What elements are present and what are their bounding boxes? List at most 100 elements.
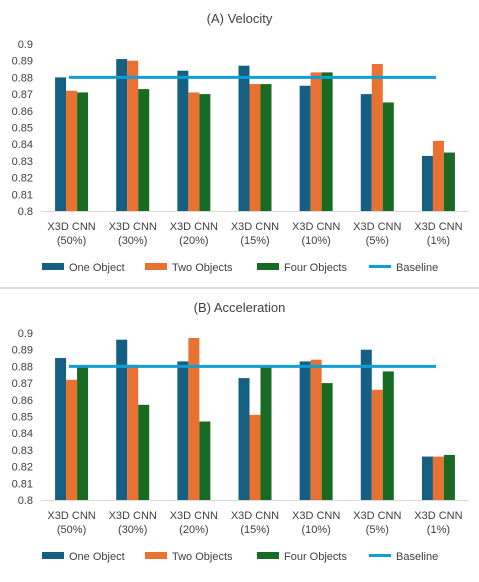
velocity-chart: (A) Velocity 0.8 0.81 0.82 0.83 0.84 0.85 0.86 0… [12,11,469,274]
bar-four-objects [138,89,150,211]
legend-label: Two Objects [172,262,233,274]
bar-one-object [177,361,189,500]
bar-one-object [55,358,67,500]
bar-four-objects [138,404,150,500]
x-category-label: X3D CNN [47,221,95,233]
bar-two-objects [249,414,261,500]
bar-four-objects [77,366,89,500]
bar-two-objects [371,64,383,211]
y-tick-label: 0.9 [18,39,33,51]
legend-label: One Object [69,551,125,563]
y-tick-label: 0.86 [12,106,33,118]
x-category-label: X3D CNN [231,510,279,522]
panel-divider [0,287,479,289]
y-tick-label: 0.81 [12,189,33,201]
x-category-label: (50%) [57,235,86,247]
y-tick-label: 0.87 [12,378,33,390]
legend-label: Two Objects [172,551,233,563]
bar-four-objects [382,102,394,211]
bar-two-objects [188,92,200,211]
y-tick-label: 0.87 [12,89,33,101]
y-tick-label: 0.81 [12,478,33,490]
y-tick-label: 0.83 [12,445,33,457]
bar-four-objects [260,84,272,211]
y-tick-label: 0.8 [18,206,33,218]
x-category-label: (15%) [240,524,269,536]
y-tick-label: 0.82 [12,173,33,185]
bar-one-object [55,77,67,212]
x-category-label: (30%) [118,524,147,536]
x-category-label: X3D CNN [292,510,340,522]
chart-title: (A) Velocity [207,11,273,26]
y-tick-label: 0.86 [12,395,33,407]
bar-two-objects [371,389,383,500]
x-category-label: X3D CNN [414,221,462,233]
bar-one-object [421,456,433,500]
x-category-label: (5%) [366,235,389,247]
bar-two-objects [66,90,78,211]
bar-one-object [299,361,311,500]
y-tick-label: 0.89 [12,56,33,68]
bar-one-object [116,59,128,211]
bar-four-objects [77,92,89,211]
bar-two-objects [432,140,444,211]
legend-swatch-four-objects [257,263,279,270]
acceleration-chart-panel: (B) Acceleration 0.8 0.81 0.82 0.83 0.84 0.85 0… [0,289,479,577]
x-category-label: X3D CNN [414,510,462,522]
bar-four-objects [260,366,272,500]
legend-label: Four Objects [284,551,347,563]
acceleration-chart: (B) Acceleration 0.8 0.81 0.82 0.83 0.84 0.85 0… [12,300,469,563]
y-tick-label: 0.84 [12,139,33,151]
bar-one-object [177,70,189,211]
bar-four-objects [199,421,211,500]
x-category-label: (20%) [179,524,208,536]
bar-four-objects [321,383,333,500]
y-tick-label: 0.88 [12,72,33,84]
bar-two-objects [127,364,139,500]
velocity-chart-panel: (A) Velocity 0.8 0.81 0.82 0.83 0.84 0.85 0.86 0… [0,0,479,288]
x-category-label: X3D CNN [353,221,401,233]
y-tick-label: 0.9 [18,328,33,340]
x-category-label: X3D CNN [292,221,340,233]
y-tick-label: 0.89 [12,345,33,357]
legend-swatch-four-objects [257,552,279,559]
x-category-label: (1%) [427,235,450,247]
x-category-label: (15%) [240,235,269,247]
y-tick-label: 0.88 [12,361,33,373]
legend-label: Baseline [396,551,438,563]
bar-one-object [360,349,372,500]
x-category-label: (10%) [301,235,330,247]
x-category-label: (1%) [427,524,450,536]
bar-four-objects [443,454,455,500]
y-tick-label: 0.83 [12,156,33,168]
bar-one-object [299,85,311,211]
bar-one-object [238,65,250,212]
legend-swatch-one-object [42,552,64,559]
bar-two-objects [127,60,139,212]
legend-label: One Object [69,262,125,274]
x-category-label: X3D CNN [170,221,218,233]
bar-one-object [238,378,250,500]
bar-two-objects [249,84,261,211]
bar-one-object [421,155,433,211]
x-category-label: (50%) [57,524,86,536]
x-category-label: X3D CNN [47,510,95,522]
bar-four-objects [443,152,455,211]
x-category-label: (30%) [118,235,147,247]
bar-two-objects [432,456,444,500]
legend-swatch-one-object [42,263,64,270]
y-tick-label: 0.8 [18,495,33,507]
bar-one-object [116,339,128,500]
x-category-label: X3D CNN [109,221,157,233]
bar-one-object [360,94,372,211]
bar-four-objects [382,371,394,500]
legend-swatch-two-objects [145,263,167,270]
legend-swatch-two-objects [145,552,167,559]
y-tick-label: 0.85 [12,412,33,424]
y-tick-label: 0.84 [12,428,33,440]
y-tick-label: 0.85 [12,123,33,135]
x-category-label: X3D CNN [170,510,218,522]
legend-label: Four Objects [284,262,347,274]
y-tick-label: 0.82 [12,462,33,474]
chart-title: (B) Acceleration [194,300,286,315]
